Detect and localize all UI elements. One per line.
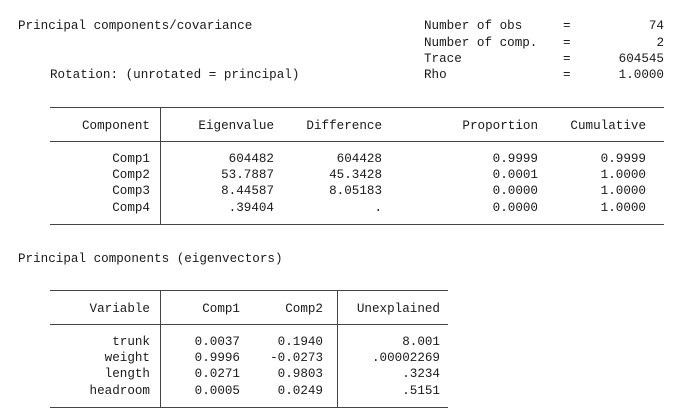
- stat-label-rho: Rho: [424, 68, 447, 82]
- vectors-header-comp2: Comp2: [285, 302, 323, 316]
- eigen-row-proportion: 0.0001: [492, 168, 538, 182]
- stat-eq-rho: =: [563, 68, 571, 82]
- eigen-column-divider: [160, 107, 161, 224]
- eigen-row-difference: 604428: [336, 152, 382, 166]
- stat-value-ncomp: 2: [656, 36, 664, 50]
- stat-eq-nobs: =: [563, 19, 571, 33]
- stat-eq-ncomp: =: [563, 36, 571, 50]
- vectors-row-variable: headroom: [89, 384, 150, 398]
- eigen-row-cumulative: 1.0000: [600, 184, 646, 198]
- rotation-label: Rotation: (unrotated = principal): [50, 68, 300, 82]
- vectors-header-comp1: Comp1: [202, 302, 240, 316]
- eigen-header-rule: [50, 141, 664, 142]
- eigen-row-proportion: 0.9999: [492, 152, 538, 166]
- vectors-row-unexplained: 8.001: [402, 335, 440, 349]
- stat-value-nobs: 74: [648, 19, 664, 33]
- stat-label-nobs: Number of obs: [424, 19, 523, 33]
- eigen-row-proportion: 0.0000: [492, 184, 538, 198]
- eigen-row-eigenvalue: .39404: [228, 201, 274, 215]
- vectors-row-variable: trunk: [112, 335, 150, 349]
- eigen-row-component: Comp1: [112, 152, 150, 166]
- eigen-top-rule: [50, 107, 664, 108]
- stat-value-trace: 604545: [618, 52, 664, 66]
- vectors-column-divider: [160, 290, 161, 407]
- eigen-row-eigenvalue: 604482: [228, 152, 274, 166]
- eigen-row-difference: 45.3428: [329, 168, 382, 182]
- vectors-row-comp1: 0.0037: [194, 335, 240, 349]
- stat-eq-trace: =: [563, 52, 571, 66]
- vectors-row-unexplained: .00002269: [371, 351, 440, 365]
- eigen-row-component: Comp2: [112, 168, 150, 182]
- vectors-header-unexplained: Unexplained: [356, 302, 440, 316]
- vectors-row-unexplained: .5151: [402, 384, 440, 398]
- eigen-row-component: Comp4: [112, 201, 150, 215]
- vectors-row-variable: length: [104, 367, 150, 381]
- eigen-row-difference: .: [374, 201, 382, 215]
- stat-label-ncomp: Number of comp.: [424, 36, 538, 50]
- stat-label-trace: Trace: [424, 52, 462, 66]
- eigen-row-cumulative: 1.0000: [600, 201, 646, 215]
- eigenvectors-title: Principal components (eigenvectors): [18, 252, 283, 266]
- vectors-row-comp1: 0.9996: [194, 351, 240, 365]
- vectors-row-comp1: 0.0005: [194, 384, 240, 398]
- stat-value-rho: 1.0000: [618, 68, 664, 82]
- eigen-header-cumulative: Cumulative: [570, 119, 646, 133]
- vectors-bottom-rule: [50, 407, 448, 408]
- eigen-bottom-rule: [50, 224, 664, 225]
- vectors-row-unexplained: .3234: [402, 367, 440, 381]
- vectors-header-variable: Variable: [89, 302, 150, 316]
- vectors-top-rule: [50, 290, 448, 291]
- eigen-row-eigenvalue: 53.7887: [221, 168, 274, 182]
- vectors-unexplained-divider: [337, 290, 338, 407]
- eigen-row-eigenvalue: 8.44587: [221, 184, 274, 198]
- vectors-row-comp2: 0.0249: [277, 384, 323, 398]
- eigen-row-cumulative: 0.9999: [600, 152, 646, 166]
- eigen-header-component: Component: [81, 119, 150, 133]
- vectors-row-comp2: -0.0273: [270, 351, 323, 365]
- vectors-row-comp1: 0.0271: [194, 367, 240, 381]
- eigen-header-proportion: Proportion: [462, 119, 538, 133]
- eigen-header-difference: Difference: [306, 119, 382, 133]
- vectors-header-rule: [50, 324, 448, 325]
- eigen-row-component: Comp3: [112, 184, 150, 198]
- eigen-header-eigenvalue: Eigenvalue: [198, 119, 274, 133]
- output-title: Principal components/covariance: [18, 19, 253, 33]
- eigen-row-cumulative: 1.0000: [600, 168, 646, 182]
- vectors-row-comp2: 0.9803: [277, 367, 323, 381]
- eigen-row-proportion: 0.0000: [492, 201, 538, 215]
- eigen-row-difference: 8.05183: [329, 184, 382, 198]
- vectors-row-variable: weight: [104, 351, 150, 365]
- vectors-row-comp2: 0.1940: [277, 335, 323, 349]
